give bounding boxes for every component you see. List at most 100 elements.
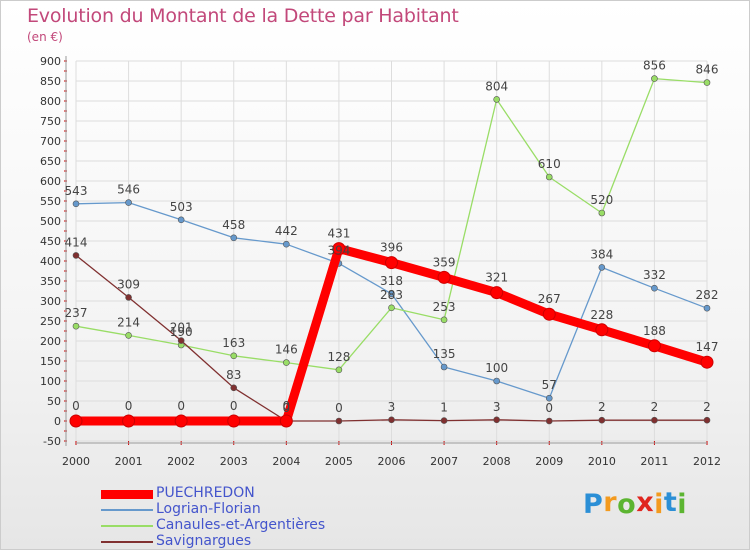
data-point [335, 417, 343, 425]
data-label: 253 [433, 300, 456, 314]
data-point [440, 417, 448, 424]
data-point [174, 414, 188, 428]
data-label: 3 [388, 400, 396, 414]
data-point [651, 416, 658, 424]
y-tick-label: 550 [40, 195, 61, 208]
y-tick-label: 300 [40, 295, 61, 308]
data-point [283, 240, 290, 248]
data-point [703, 416, 711, 424]
data-label: 503 [170, 200, 193, 214]
chart-subtitle: (en €) [27, 30, 63, 44]
data-label: 1 [440, 401, 448, 415]
data-point [493, 416, 500, 424]
data-point [598, 264, 606, 271]
legend-swatch [101, 525, 153, 527]
data-point [335, 366, 343, 374]
data-label: 414 [65, 235, 88, 249]
data-point [230, 352, 238, 360]
data-label: 147 [696, 340, 719, 354]
data-point [545, 394, 553, 402]
data-point [388, 290, 395, 298]
y-tick-label: 250 [40, 315, 61, 328]
logo-letter: i [677, 489, 688, 520]
data-point [227, 414, 241, 428]
data-point [388, 416, 395, 424]
data-label: 201 [170, 321, 193, 335]
data-label: 309 [117, 277, 140, 291]
data-label: 214 [117, 315, 140, 329]
y-tick-label: 900 [40, 55, 61, 68]
x-tick-label: 2008 [483, 455, 511, 468]
logo-letter: r [603, 487, 618, 518]
legend-label: PUECHREDON [156, 485, 255, 501]
legend-swatch [101, 509, 153, 511]
data-point [700, 355, 714, 369]
data-label: 0 [72, 399, 80, 413]
y-tick-label: 350 [40, 275, 61, 288]
data-point [385, 256, 398, 270]
y-tick-label: 850 [40, 75, 61, 88]
data-label: 543 [65, 184, 88, 198]
data-label: 2 [598, 400, 606, 414]
data-point [545, 173, 553, 181]
data-label: 0 [283, 401, 291, 415]
data-label: 2 [651, 400, 659, 414]
data-label: 394 [327, 243, 350, 257]
y-tick-label: 800 [40, 95, 61, 108]
x-tick-label: 2003 [220, 455, 248, 468]
legend-label: Canaules-et-Argentières [156, 517, 326, 533]
data-label: 57 [542, 378, 557, 392]
data-point [651, 284, 658, 292]
data-label: 237 [65, 306, 88, 320]
data-label: 332 [643, 268, 666, 282]
data-point [125, 199, 132, 206]
data-label: 458 [222, 218, 245, 232]
data-label: 2 [703, 400, 711, 414]
y-tick-label: 50 [47, 395, 61, 408]
legend-swatch [101, 489, 153, 499]
data-label: 163 [222, 336, 245, 350]
y-tick-label: 500 [40, 215, 61, 228]
data-label: 283 [380, 288, 403, 302]
data-point [72, 252, 80, 259]
data-point [703, 304, 711, 312]
data-point [72, 200, 80, 208]
data-label: 856 [643, 59, 666, 73]
data-label: 228 [590, 308, 613, 322]
data-label: 846 [696, 63, 719, 77]
logo-letter: o [617, 489, 637, 520]
y-tick-label: 700 [40, 135, 61, 148]
data-point [177, 337, 185, 344]
logo-letter: P [583, 489, 604, 520]
logo-letter: t [663, 487, 678, 518]
y-tick-label: 600 [40, 175, 61, 188]
data-point [437, 270, 451, 284]
x-tick-label: 2009 [535, 455, 563, 468]
series [69, 75, 714, 428]
data-label: 100 [485, 361, 508, 375]
data-label: 0 [230, 399, 238, 413]
data-label: 83 [226, 368, 241, 382]
legend-label: Logrian-Florian [156, 501, 261, 517]
y-tick-label: 200 [40, 335, 61, 348]
data-label: 0 [335, 401, 343, 415]
data-point [230, 234, 238, 242]
x-tick-label: 2001 [115, 455, 143, 468]
data-point [388, 304, 395, 312]
y-tick-label: 450 [40, 235, 61, 248]
x-tick-label: 2010 [588, 455, 616, 468]
data-label: 188 [643, 324, 666, 338]
data-label: 396 [380, 241, 403, 255]
legend-label: Savignargues [156, 533, 252, 549]
data-point [440, 363, 448, 371]
data-label: 282 [696, 288, 719, 302]
data-label: 359 [433, 255, 456, 269]
data-point [651, 75, 658, 82]
y-tick-label: 100 [40, 375, 61, 388]
data-point [647, 339, 661, 353]
data-label: 804 [485, 79, 508, 93]
data-point [72, 322, 80, 330]
y-tick-label: 400 [40, 255, 61, 268]
